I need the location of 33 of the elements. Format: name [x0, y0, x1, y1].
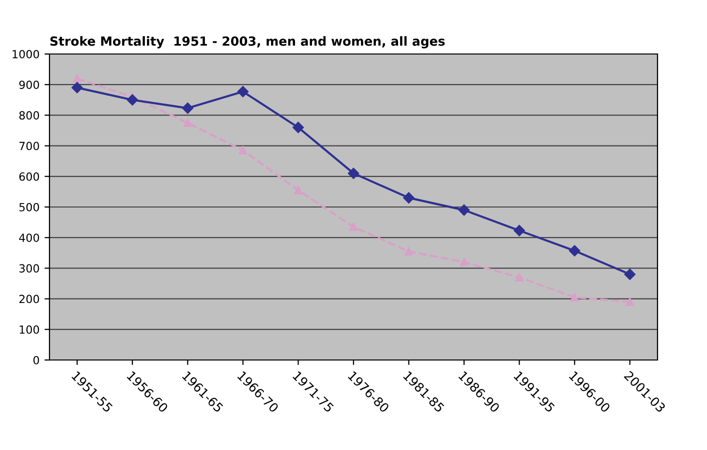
point [404, 247, 413, 256]
point [515, 273, 524, 282]
y-tick-label: 300 [19, 264, 40, 273]
y-tick-label: 0 [33, 356, 40, 364]
point [237, 86, 249, 98]
point [348, 168, 360, 179]
point [568, 245, 580, 256]
point [460, 258, 468, 266]
point [292, 122, 304, 134]
point [514, 224, 525, 236]
chart-title: Stroke Mortality 1951 - 2003, men and women, all ages [50, 36, 445, 48]
y-tick-label: 700 [19, 142, 40, 150]
y-tick-label: 500 [19, 202, 40, 212]
point [349, 222, 358, 232]
point [72, 82, 83, 94]
point [624, 268, 636, 280]
point [238, 146, 248, 155]
point [458, 204, 470, 216]
y-tick-label: 200 [19, 294, 40, 304]
point [626, 298, 634, 306]
y-tick-label: 400 [19, 234, 40, 242]
point [570, 293, 579, 302]
point [72, 74, 82, 83]
y-tick-label: 900 [19, 80, 40, 89]
point [126, 94, 138, 106]
point [184, 118, 192, 128]
y-tick-label: 100 [20, 325, 40, 334]
point [294, 186, 302, 194]
point [182, 102, 194, 114]
y-tick-label: 800 [19, 111, 40, 120]
point [403, 192, 414, 204]
y-tick-label: 600 [19, 172, 40, 181]
y-tick-label: 1000 [12, 50, 40, 58]
